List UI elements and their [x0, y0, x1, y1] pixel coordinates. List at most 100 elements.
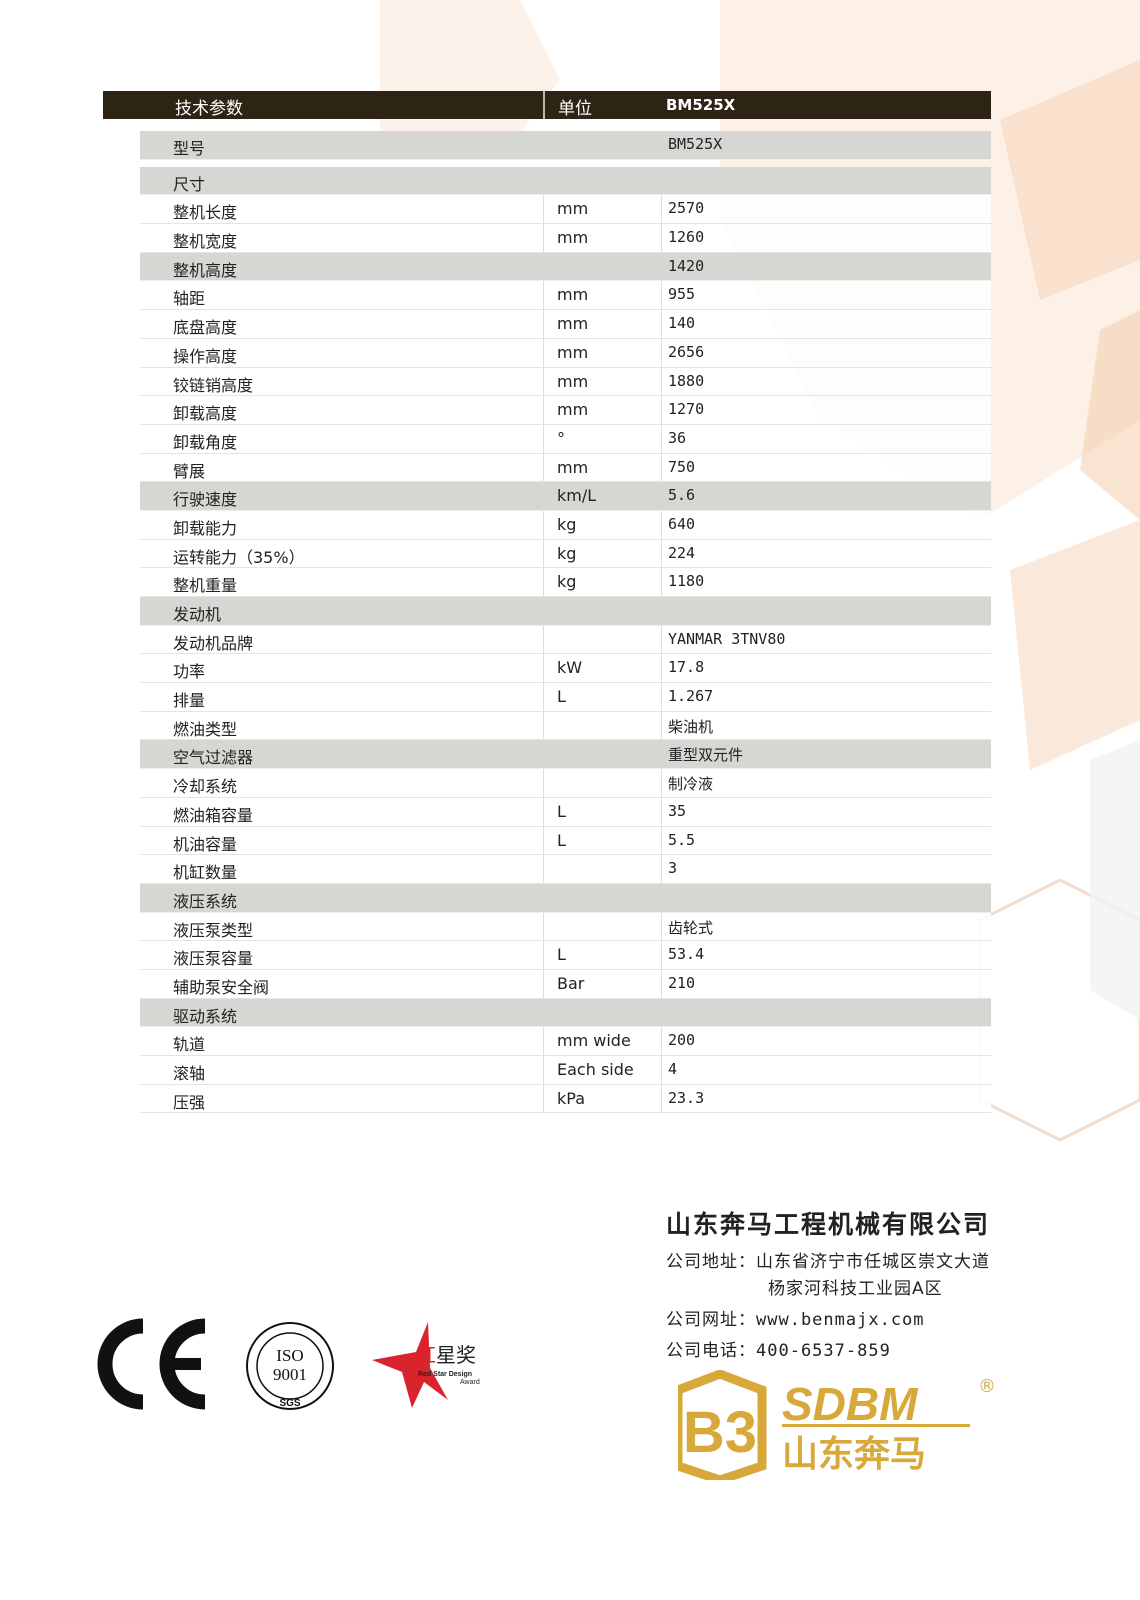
param-unit: mm [557, 199, 589, 219]
param-unit: kPa [557, 1088, 585, 1108]
website-label: 公司网址： [666, 1310, 756, 1330]
table-header: 技术参数 单位 BM525X [103, 91, 991, 119]
column-divider [661, 338, 662, 367]
param-name: 轨道 [173, 1035, 206, 1055]
param-value: 1260 [668, 228, 705, 247]
param-value: 3 [668, 859, 678, 878]
section-row: 整机高度 1420 [140, 252, 991, 282]
column-divider [543, 510, 544, 539]
svg-text:9001: 9001 [273, 1365, 307, 1384]
table-row: 轨道 mm wide 200 [140, 1027, 991, 1056]
param-value: BM525X [668, 135, 723, 153]
address-line2: 杨家河科技工业园A区 [768, 1279, 943, 1299]
column-divider [543, 453, 544, 482]
svg-text:星奖: 星奖 [436, 1343, 476, 1367]
column-divider [661, 453, 662, 482]
param-name: 功率 [173, 662, 206, 682]
column-divider [543, 941, 544, 969]
section-row: 尺寸 [140, 166, 991, 196]
column-divider [543, 396, 544, 424]
table-row: 功率 kW 17.8 [140, 654, 991, 684]
address-label: 公司地址： [666, 1252, 756, 1272]
param-value: 1180 [668, 572, 705, 591]
param-name: 排量 [173, 691, 206, 711]
param-unit: kg [557, 572, 577, 592]
param-value: 4 [668, 1060, 678, 1078]
table-row: 机缸数量 3 [140, 855, 991, 884]
table-row: 运转能力（35%） kg 224 [140, 539, 991, 569]
param-name: 卸载角度 [173, 432, 238, 452]
column-divider [543, 969, 544, 998]
table-row: 燃油类型 柴油机 [140, 711, 991, 741]
company-name: 山东奔马工程机械有限公司 [666, 1210, 991, 1239]
column-divider [661, 826, 662, 855]
header-divider [543, 91, 545, 119]
phone-number: 400-6537-859 [756, 1341, 891, 1361]
column-divider [661, 969, 662, 998]
param-name: 轴距 [173, 289, 206, 309]
column-divider [661, 683, 662, 711]
column-divider [661, 1027, 662, 1055]
column-divider [543, 855, 544, 883]
param-unit: mm [557, 228, 589, 248]
column-divider [661, 310, 662, 338]
svg-text:Award: Award [460, 1379, 480, 1386]
svg-text:Red Star Design: Red Star Design [418, 1371, 472, 1378]
param-value: 955 [668, 285, 696, 304]
column-divider [543, 826, 544, 855]
column-divider [661, 224, 662, 252]
website-link[interactable]: www.benmajx.com [756, 1310, 925, 1330]
param-value: 5.5 [668, 830, 696, 849]
column-divider [661, 281, 662, 310]
column-divider [543, 367, 544, 396]
param-value: 210 [668, 973, 696, 992]
column-divider [661, 654, 662, 683]
param-value: 200 [668, 1031, 696, 1050]
param-name: 整机重量 [173, 576, 238, 596]
table-row: 机油容量 L 5.5 [140, 826, 991, 856]
svg-text:SDBM: SDBM [782, 1378, 919, 1430]
param-name: 液压泵容量 [173, 949, 254, 969]
table-row: 滚轴 Each side 4 [140, 1056, 991, 1085]
param-name: 型号 [173, 139, 206, 158]
param-value: 柴油机 [668, 717, 714, 736]
column-divider [543, 769, 544, 797]
column-divider [543, 683, 544, 711]
param-value: 750 [668, 457, 696, 476]
param-name: 运转能力（35%） [173, 547, 305, 567]
param-name: 冷却系统 [173, 777, 238, 797]
table-row: 整机重量 kg 1180 [140, 568, 991, 597]
param-value: 23.3 [668, 1088, 705, 1107]
header-param: 技术参数 [175, 99, 243, 119]
section-row: 驱动系统 [140, 998, 991, 1028]
param-name: 液压系统 [173, 891, 238, 911]
column-divider [661, 195, 662, 224]
param-value: 1880 [668, 371, 705, 390]
param-unit: mm [557, 400, 589, 420]
param-name: 行驶速度 [173, 490, 238, 510]
column-divider [543, 1027, 544, 1055]
param-unit: ° [557, 428, 565, 448]
phone-label: 公司电话： [666, 1341, 756, 1361]
param-unit: km/L [557, 486, 597, 506]
param-value: 35 [668, 801, 687, 820]
column-divider [543, 281, 544, 310]
table-row: 臂展 mm 750 [140, 453, 991, 483]
table-row: 液压泵类型 齿轮式 [140, 912, 991, 942]
table-row: 底盘高度 mm 140 [140, 310, 991, 339]
svg-text:®: ® [978, 1376, 996, 1397]
table-row: 液压泵容量 L 53.4 [140, 941, 991, 970]
column-divider [543, 711, 544, 740]
param-name: 辅助泵安全阀 [173, 977, 270, 997]
param-value: 1270 [668, 400, 705, 419]
param-name: 滚轴 [173, 1064, 206, 1083]
column-divider [543, 625, 544, 654]
svg-text:山东奔马: 山东奔马 [782, 1434, 926, 1475]
table-row: 辅助泵安全阀 Bar 210 [140, 969, 991, 999]
section-row: 液压系统 [140, 883, 991, 913]
param-name: 操作高度 [173, 346, 238, 366]
table-row: 轴距 mm 955 [140, 281, 991, 311]
table-row: 卸载能力 kg 640 [140, 510, 991, 540]
column-divider [543, 224, 544, 252]
param-unit: mm [557, 457, 589, 477]
